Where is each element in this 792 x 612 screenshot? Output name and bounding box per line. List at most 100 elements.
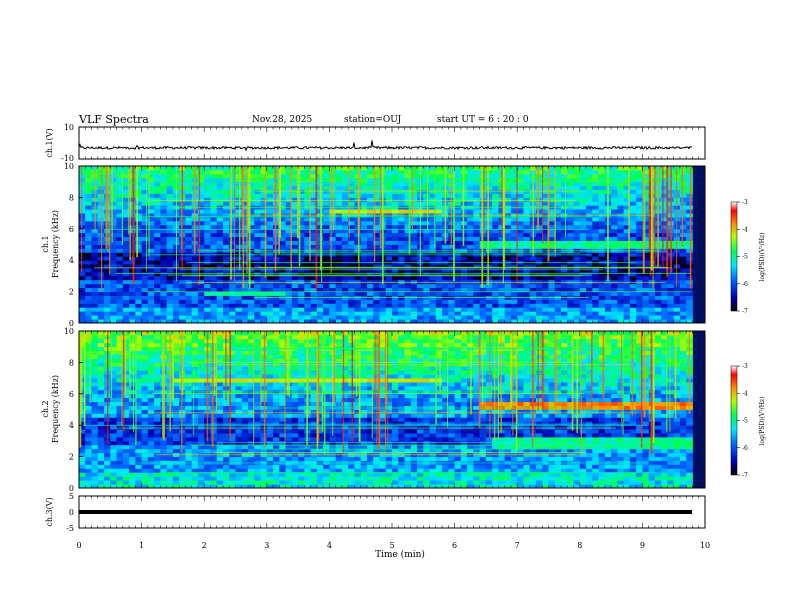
spectrogram-cell <box>216 429 224 434</box>
spectrogram-cell <box>91 476 99 481</box>
spectrogram-cell <box>573 197 581 202</box>
spectrogram-cell <box>154 287 161 293</box>
spectrogram-cell <box>366 240 374 245</box>
spectrogram-cell <box>248 256 255 261</box>
spectrogram-cell <box>354 283 362 289</box>
spectrogram-cell <box>266 189 274 194</box>
spectrogram-cell <box>341 224 349 230</box>
spectrogram-cell <box>122 228 130 234</box>
spectrogram-cell <box>154 397 161 403</box>
spectrogram-cell <box>110 366 117 371</box>
spectrogram-cell <box>210 201 218 206</box>
spectrogram-cell <box>273 169 280 175</box>
spectrogram-cell <box>85 197 92 202</box>
spectrogram-cell <box>548 264 556 269</box>
spectrogram-cell <box>435 244 443 249</box>
spectrogram-cell <box>579 299 587 304</box>
spectrogram-cell <box>598 166 606 171</box>
spectrogram-cell <box>147 393 155 399</box>
spectrogram-cell <box>679 244 687 249</box>
spectrogram-cell <box>147 366 155 371</box>
spectrogram-cell <box>636 201 643 206</box>
spectrogram-cell <box>222 240 230 245</box>
spectrogram-cell <box>679 236 687 241</box>
spectrogram-cell <box>216 303 224 308</box>
spectrogram-cell <box>611 177 618 183</box>
spectrogram-cell <box>179 397 186 403</box>
spectrogram-cell <box>129 177 136 183</box>
spectrogram-cell <box>366 268 374 273</box>
spectrogram-cell <box>216 382 224 387</box>
spectrogram-cell <box>154 456 161 461</box>
spectrogram-cell <box>567 271 574 277</box>
spectrogram-cell <box>135 287 142 293</box>
spectrogram-cell <box>241 232 249 238</box>
spectrogram-cell <box>335 264 343 269</box>
spectrogram-cell <box>122 480 130 485</box>
spectrogram-cell <box>85 409 92 414</box>
spectrogram-cell <box>279 224 286 230</box>
spectrogram-cell <box>467 236 474 241</box>
spectrogram-cell <box>160 181 168 187</box>
spectrogram-cell <box>79 389 86 395</box>
spectrogram-cell <box>172 350 180 355</box>
spectrogram-cell <box>147 397 155 403</box>
spectrogram-cell <box>79 299 86 304</box>
spectrogram-cell <box>147 444 155 450</box>
spectrogram-cell <box>279 240 286 245</box>
spectrogram-cell <box>122 217 130 222</box>
spectrogram-cell <box>473 236 481 241</box>
spectrogram-cell <box>210 425 218 430</box>
spectrogram-cell <box>636 189 643 194</box>
spectrogram-cell <box>179 393 186 399</box>
spectrogram-cell <box>629 177 637 183</box>
spectrogram-cell <box>85 244 92 249</box>
spectrogram-cell <box>392 224 399 230</box>
spectrogram-cell <box>661 264 668 269</box>
spectrogram-cell <box>611 193 618 198</box>
spectrogram-cell <box>323 220 330 226</box>
spectrogram-cell <box>510 181 518 187</box>
spectrogram-cell <box>197 385 205 391</box>
spectrogram-cell <box>479 307 487 312</box>
spectrogram-cell <box>561 299 568 304</box>
spectrogram-cell <box>373 177 380 183</box>
spectrogram-cell <box>485 303 493 308</box>
spectrogram-cell <box>366 189 374 194</box>
spectrogram-cell <box>91 413 99 418</box>
spectrogram-cell <box>154 362 161 367</box>
spectrogram-cell <box>611 201 618 206</box>
spectrogram-cell <box>298 189 305 194</box>
spectrogram-cell <box>216 213 224 218</box>
spectrogram-cell <box>310 197 318 202</box>
spectrogram-cell <box>91 440 99 446</box>
spectrogram-cell <box>141 268 149 273</box>
spectrogram-cell <box>266 169 274 175</box>
spectrogram-cell <box>79 279 86 285</box>
spectrogram-cell <box>216 334 224 340</box>
spectrogram-cell <box>598 240 606 245</box>
spectrogram-cell <box>398 287 405 293</box>
spectrogram-cell <box>129 342 136 348</box>
spectrogram-cell <box>129 444 136 450</box>
spectrogram-cell <box>185 189 193 194</box>
spectrogram-cell <box>316 303 324 308</box>
spectrogram-cell <box>248 189 255 194</box>
spectrogram-cell <box>273 220 280 226</box>
spectrogram-cell <box>629 295 637 300</box>
spectrogram-cell <box>586 244 593 249</box>
spectrogram-cell <box>510 315 518 320</box>
spectrogram-cell <box>617 169 625 175</box>
spectrogram-cell <box>392 283 399 289</box>
spectrogram-cell <box>160 236 168 241</box>
spectrogram-cell <box>210 421 218 426</box>
spectrogram-cell <box>586 166 593 171</box>
spectrogram-cell <box>91 389 99 395</box>
spectrogram-cell <box>485 169 493 175</box>
spectrogram-cell <box>517 268 524 273</box>
spectrogram-cell <box>335 189 343 194</box>
spectrogram-cell <box>329 209 337 214</box>
spectrogram-cell <box>185 413 193 418</box>
spectrogram-cell <box>611 271 618 277</box>
spectrogram-cell <box>442 291 449 296</box>
